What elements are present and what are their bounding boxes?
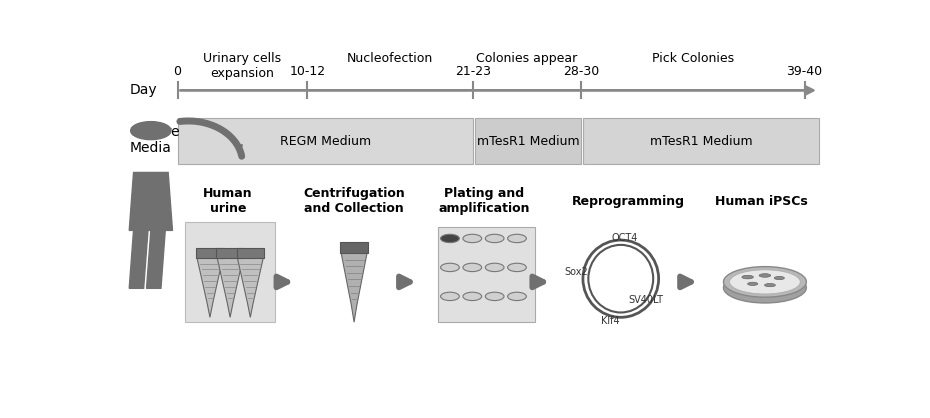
Text: 21-23: 21-23 bbox=[455, 65, 491, 78]
Text: 10-12: 10-12 bbox=[289, 65, 326, 78]
FancyBboxPatch shape bbox=[236, 248, 264, 258]
Text: Human
urine: Human urine bbox=[203, 187, 253, 215]
Text: Nucleofection: Nucleofection bbox=[347, 52, 433, 65]
Circle shape bbox=[508, 234, 526, 242]
Circle shape bbox=[130, 122, 171, 140]
Text: Plating and
amplification: Plating and amplification bbox=[438, 187, 529, 215]
FancyBboxPatch shape bbox=[583, 118, 819, 164]
Polygon shape bbox=[129, 230, 148, 288]
Text: Centrifugation
and Collection: Centrifugation and Collection bbox=[303, 187, 405, 215]
Text: OCT4: OCT4 bbox=[611, 233, 638, 243]
Circle shape bbox=[485, 263, 504, 272]
FancyBboxPatch shape bbox=[217, 248, 244, 258]
Text: Urinary cells
expansion: Urinary cells expansion bbox=[204, 52, 282, 80]
Text: SV40LT: SV40LT bbox=[629, 295, 663, 305]
Polygon shape bbox=[129, 173, 172, 230]
Polygon shape bbox=[197, 258, 223, 317]
FancyBboxPatch shape bbox=[196, 248, 223, 258]
Text: 28-30: 28-30 bbox=[563, 65, 599, 78]
Ellipse shape bbox=[759, 274, 771, 277]
Text: Human iPSCs: Human iPSCs bbox=[715, 195, 807, 208]
Circle shape bbox=[463, 292, 482, 301]
FancyBboxPatch shape bbox=[475, 118, 581, 164]
Ellipse shape bbox=[724, 267, 806, 297]
Text: mTesR1 Medium: mTesR1 Medium bbox=[650, 135, 752, 148]
Ellipse shape bbox=[764, 283, 776, 287]
Circle shape bbox=[485, 292, 504, 301]
Circle shape bbox=[463, 234, 482, 242]
Ellipse shape bbox=[748, 282, 758, 285]
Ellipse shape bbox=[742, 275, 753, 279]
FancyBboxPatch shape bbox=[438, 227, 535, 322]
Circle shape bbox=[508, 292, 526, 301]
Polygon shape bbox=[217, 258, 243, 317]
FancyBboxPatch shape bbox=[340, 242, 367, 253]
Ellipse shape bbox=[775, 276, 784, 280]
Text: Reprogramming: Reprogramming bbox=[571, 195, 684, 208]
Circle shape bbox=[463, 263, 482, 272]
Text: Culture
Media: Culture Media bbox=[129, 125, 179, 155]
Circle shape bbox=[441, 292, 459, 301]
Circle shape bbox=[441, 234, 459, 242]
Text: 39-40: 39-40 bbox=[787, 65, 823, 78]
Text: Colonies appear: Colonies appear bbox=[476, 52, 578, 65]
Polygon shape bbox=[237, 258, 263, 317]
Circle shape bbox=[485, 234, 504, 242]
Ellipse shape bbox=[730, 270, 800, 294]
Text: REGM Medium: REGM Medium bbox=[280, 135, 371, 148]
Text: mTesR1 Medium: mTesR1 Medium bbox=[477, 135, 579, 148]
Polygon shape bbox=[341, 253, 367, 322]
FancyBboxPatch shape bbox=[185, 222, 275, 322]
Text: Sox2: Sox2 bbox=[565, 267, 588, 277]
Text: 0: 0 bbox=[174, 65, 181, 78]
Text: Klf4: Klf4 bbox=[601, 316, 619, 326]
Text: Day: Day bbox=[129, 84, 157, 97]
Circle shape bbox=[441, 263, 459, 272]
FancyBboxPatch shape bbox=[178, 118, 473, 164]
Circle shape bbox=[508, 263, 526, 272]
Ellipse shape bbox=[724, 273, 806, 303]
Text: Pick Colonies: Pick Colonies bbox=[652, 52, 734, 65]
Polygon shape bbox=[147, 230, 166, 288]
